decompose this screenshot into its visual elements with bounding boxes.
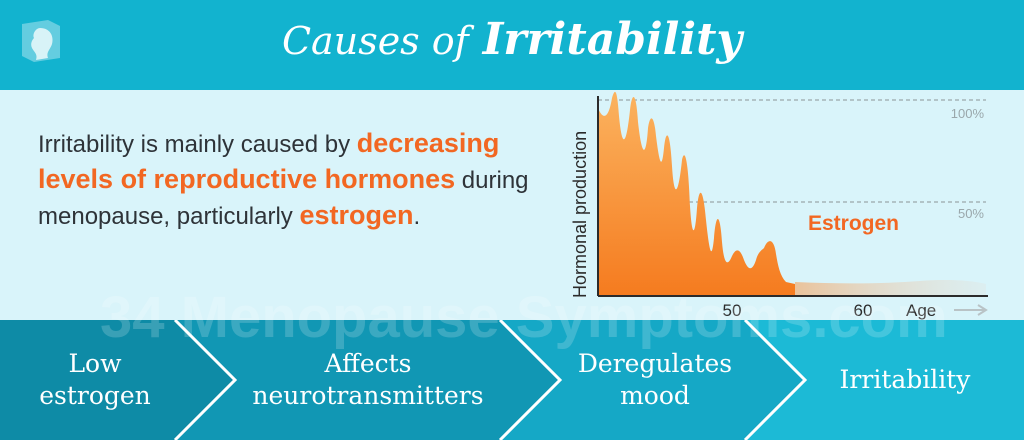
flow-step-label: Deregulates bbox=[577, 349, 733, 378]
intro-paragraph: Irritability is mainly caused by decreas… bbox=[38, 126, 568, 234]
flow-step-label: Irritability bbox=[839, 365, 971, 394]
intro-text: Irritability is mainly caused by bbox=[38, 131, 357, 158]
header-bar: Causes of Irritability bbox=[0, 0, 1024, 90]
arrow-right-icon bbox=[954, 304, 988, 316]
flow-step-bg-4 bbox=[745, 320, 1024, 440]
flow-divider bbox=[498, 320, 563, 440]
watermark: 34 Menopause Symptoms.com bbox=[100, 285, 948, 350]
flow-step-low-estrogen: Low estrogen bbox=[20, 320, 170, 440]
content-area bbox=[0, 90, 1024, 320]
flow-step-label: Affects bbox=[324, 349, 412, 378]
flow-step-affects-neurotransmitters: Affects neurotransmitters bbox=[228, 320, 508, 440]
flow-step-label: Low bbox=[68, 349, 122, 378]
flow-step-label: neurotransmitters bbox=[252, 381, 484, 410]
title-main: Irritability bbox=[482, 14, 742, 65]
intro-text: . bbox=[413, 203, 421, 230]
flow-step-bg-2 bbox=[175, 320, 560, 440]
flow-step-label: mood bbox=[620, 381, 690, 410]
series-label-estrogen: Estrogen bbox=[808, 212, 899, 235]
title-prefix: Causes of bbox=[281, 19, 469, 63]
flow-step-irritability: Irritability bbox=[805, 320, 1005, 440]
flow-step-bg-1 bbox=[0, 320, 235, 440]
flow-divider bbox=[743, 320, 808, 440]
x-axis-label: Age bbox=[906, 301, 936, 320]
page-title: Causes of Irritability bbox=[0, 14, 1024, 65]
logo-icon bbox=[22, 20, 60, 62]
intro-highlight-estrogen: estrogen bbox=[299, 200, 414, 230]
estrogen-tail-area bbox=[795, 280, 986, 296]
flow-steps-background bbox=[0, 320, 1024, 440]
ref-label-100: 100% bbox=[951, 106, 985, 121]
estrogen-chart: Hormonal production 100% 50% Estrogen 50… bbox=[570, 91, 988, 320]
x-tick-50: 50 bbox=[723, 301, 742, 320]
intro-text: during menopause, particularly bbox=[38, 167, 529, 230]
flow-step-label: estrogen bbox=[39, 381, 151, 410]
flow-step-bg-3 bbox=[500, 320, 805, 440]
intro-highlight-hormones: decreasing levels of reproductive hormon… bbox=[38, 128, 500, 194]
y-axis-label: Hormonal production bbox=[570, 131, 590, 298]
flow-divider bbox=[173, 320, 238, 440]
estrogen-area bbox=[598, 91, 795, 296]
x-tick-60: 60 bbox=[854, 301, 873, 320]
flow-step-deregulates-mood: Deregulates mood bbox=[555, 320, 755, 440]
ref-label-50: 50% bbox=[958, 206, 984, 221]
